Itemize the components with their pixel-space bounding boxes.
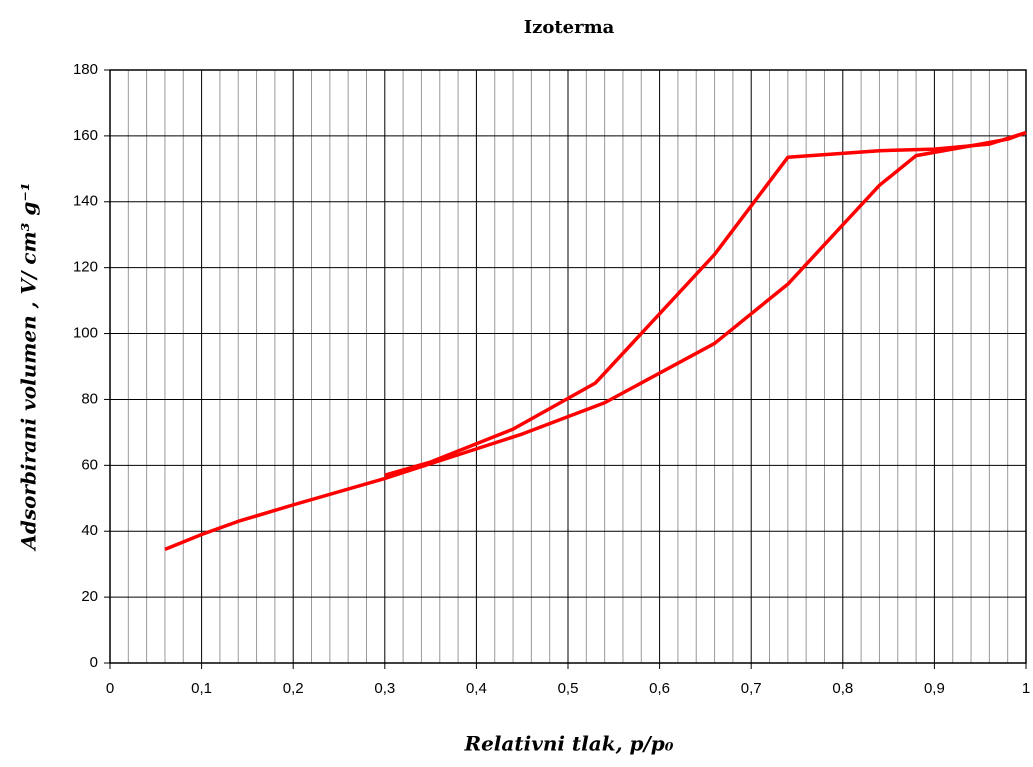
x-axis-label: Relativni tlak, p/p₀: [463, 732, 673, 756]
chart-title: Izoterma: [524, 17, 615, 38]
x-tick-label: 0,7: [741, 680, 762, 697]
x-tick-label: 0,6: [649, 680, 670, 697]
x-tick-label: 0,8: [832, 680, 853, 697]
y-tick-label: 120: [73, 259, 98, 276]
y-tick-label: 160: [73, 127, 98, 144]
y-tick-label: 100: [73, 325, 98, 342]
data-line: [384, 130, 1027, 477]
data-line: [164, 130, 1027, 551]
x-tick-label: 1: [1022, 680, 1030, 697]
x-tick-label: 0,3: [374, 680, 395, 697]
x-tick-label: 0: [106, 680, 114, 697]
x-tick-label: 0,5: [558, 680, 579, 697]
y-tick-label: 20: [81, 588, 98, 605]
x-tick-label: 0,1: [191, 680, 212, 697]
y-tick-label: 40: [81, 522, 98, 539]
y-tick-label: 140: [73, 193, 98, 210]
plot-frame: [109, 69, 1027, 664]
y-tick-label: 60: [81, 456, 98, 473]
x-tick-label: 0,9: [924, 680, 945, 697]
y-tick-label: 80: [81, 390, 98, 407]
y-axis-label: Adsorbirani volumen , V/ cm³ g⁻¹: [17, 182, 41, 551]
y-tick-label: 0: [90, 654, 98, 671]
y-tick-label: 180: [73, 61, 98, 78]
x-tick-label: 0,2: [283, 680, 304, 697]
x-tick-label: 0,4: [466, 680, 487, 697]
